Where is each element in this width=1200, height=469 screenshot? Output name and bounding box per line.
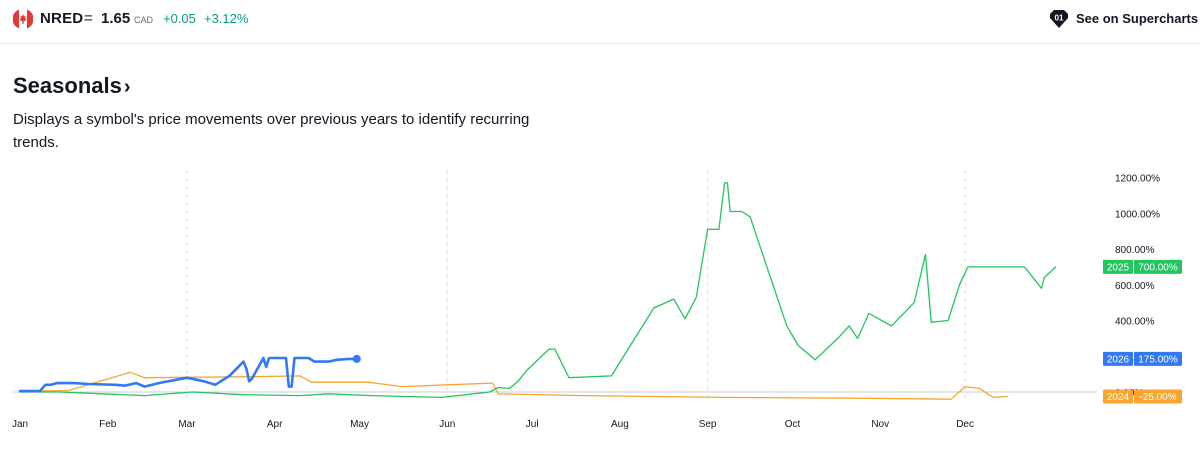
x-tick-label: Jun: [439, 419, 455, 430]
x-tick-label: Jul: [526, 419, 539, 430]
series-line-2024: [19, 371, 1009, 400]
x-tick-label: Sep: [699, 419, 717, 430]
supercharts-logo-icon: 01: [1050, 10, 1068, 28]
series-value-badge-2026: [1134, 351, 1182, 366]
price-change: +0.05: [163, 11, 196, 26]
series-end-marker-2026: [352, 354, 361, 363]
section-description: Displays a symbol's price movements over…: [13, 111, 530, 151]
price-separator: =: [84, 10, 93, 27]
symbol-header-bar: NRED = 1.65 CAD +0.05 +3.12% 01 See on S…: [0, 0, 1200, 44]
last-price: 1.65: [101, 10, 131, 27]
series-year-badge-2024: [1103, 389, 1133, 404]
y-tick-label: 1000.00%: [1115, 209, 1160, 220]
svg-text:01: 01: [1055, 14, 1064, 23]
series-end-value-label: 700.00%: [1138, 262, 1178, 273]
chevron-right-icon: ›: [123, 76, 131, 98]
supercharts-label: See on Supercharts: [1076, 11, 1199, 26]
price-change-percent: +3.12%: [204, 11, 249, 26]
series-year-label: 2025: [1107, 262, 1130, 273]
seasonals-chart[interactable]: 1200.00%1000.00%800.00%600.00%400.00%200…: [0, 160, 1200, 460]
x-tick-label: Mar: [178, 419, 196, 430]
series-year-badge-2025: [1103, 259, 1133, 274]
x-tick-label: Jan: [12, 419, 28, 430]
x-tick-label: May: [350, 419, 369, 430]
series-year-label: 2026: [1107, 354, 1130, 365]
section-title: Seasonals: [13, 73, 122, 98]
ticker-symbol[interactable]: NRED: [40, 10, 84, 27]
series-line-2026: [18, 356, 358, 393]
seasonals-title-link[interactable]: Seasonals ›: [13, 73, 131, 99]
x-tick-label: Apr: [267, 419, 283, 430]
x-tick-label: Feb: [99, 419, 117, 430]
x-tick-label: Nov: [871, 419, 889, 430]
y-tick-label: 600.00%: [1115, 281, 1155, 292]
y-tick-label: 800.00%: [1115, 245, 1155, 256]
series-value-badge-2025: [1134, 259, 1182, 274]
canada-flag-icon: [13, 9, 33, 29]
series-year-badge-2026: [1103, 351, 1133, 366]
series-end-value-label: 175.00%: [1138, 354, 1178, 365]
currency-code: CAD: [134, 15, 154, 25]
series-year-label: 2024: [1107, 392, 1130, 403]
x-tick-label: Aug: [611, 419, 629, 430]
x-tick-label: Oct: [785, 419, 801, 430]
y-tick-label: 400.00%: [1115, 317, 1155, 328]
series-end-value-label: -25.00%: [1139, 392, 1176, 403]
x-tick-label: Dec: [956, 419, 974, 430]
series-value-badge-2024: [1134, 389, 1182, 404]
y-tick-label: 1200.00%: [1115, 174, 1160, 185]
series-line-2025: [19, 182, 1057, 399]
